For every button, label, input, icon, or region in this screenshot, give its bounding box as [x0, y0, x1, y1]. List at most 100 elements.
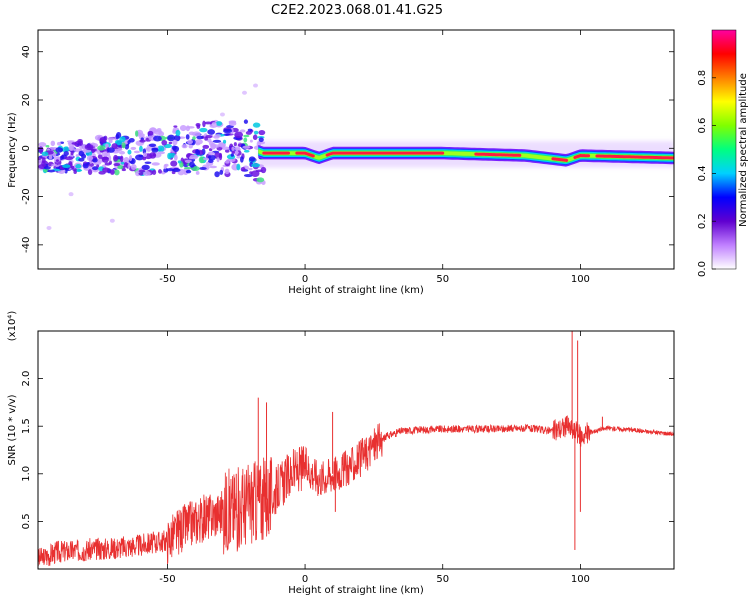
spectrogram-hot-segment: [595, 154, 674, 160]
spectrogram-cell: [149, 152, 157, 159]
spectrogram-cell: [82, 163, 89, 169]
spectrogram-cell: [75, 154, 79, 158]
spectrogram-cell: [210, 142, 217, 150]
spectrogram-cell: [45, 144, 50, 148]
spectrogram-x-tick-label: -50: [159, 274, 175, 285]
spectrogram-cell: [78, 150, 85, 157]
spectrogram-cell: [252, 122, 261, 128]
spectrogram-cell: [202, 144, 210, 149]
spectrogram-cell: [209, 165, 217, 169]
spectrogram-cell: [214, 171, 220, 178]
spectrogram-cell: [127, 140, 131, 144]
spectrogram-cell: [144, 161, 152, 165]
snr-y-tick-label: 1.5: [21, 418, 32, 434]
spectrogram-cell: [207, 154, 216, 161]
spectrogram-cell: [108, 160, 112, 165]
spectrogram-cell: [70, 165, 75, 169]
spectrogram-cell: [157, 151, 166, 155]
spectrogram-cell: [117, 148, 123, 152]
spectrogram-cell: [236, 155, 241, 159]
spectrogram-cell: [97, 154, 103, 159]
spectrogram-x-tick-label: 50: [436, 274, 449, 285]
spectrogram-hot-segment: [295, 151, 315, 158]
spectrogram-cell: [198, 156, 205, 164]
spectrogram-cell: [188, 131, 195, 136]
spectrogram-cell: [240, 166, 246, 172]
spectrogram-cell: [192, 136, 196, 140]
spectrogram-cell: [163, 167, 169, 173]
spectrogram-cell: [86, 155, 94, 162]
spectrogram-cell: [212, 139, 222, 143]
snr-frame: [37, 330, 675, 570]
spectrogram-cell: [147, 130, 154, 136]
spectrogram-cell: [236, 163, 241, 171]
spectrogram-cell: [218, 152, 222, 158]
spectrogram-cell: [243, 134, 250, 138]
spectrogram-cell: [234, 146, 241, 151]
spectrogram-cell: [38, 156, 42, 161]
spectrogram-cell: [55, 159, 59, 162]
spectrogram-cell: [138, 171, 144, 176]
spectrogram-cell: [128, 154, 133, 162]
spectrogram-cell: [153, 135, 162, 142]
spectrogram-cell: [142, 152, 148, 158]
spectrogram-cell: [243, 119, 249, 124]
spectrogram-cell: [173, 154, 178, 161]
spectrogram-cell: [245, 130, 252, 135]
spectrogram-cell: [248, 167, 253, 171]
spectrogram-cell: [204, 136, 209, 141]
spectrogram-cell: [38, 142, 47, 147]
spectrogram-cell: [239, 156, 244, 163]
spectrogram-cell: [141, 164, 150, 171]
spectrogram-cell: [127, 149, 132, 155]
spectrogram-cell: [187, 139, 193, 145]
spectrogram-hot-segment: [573, 154, 591, 159]
colorbar-tick-label: 0.6: [697, 118, 708, 134]
spectrogram-cell: [208, 159, 214, 163]
spectrogram-cell: [151, 147, 159, 151]
spectrogram-cell: [50, 140, 56, 147]
colorbar-tick-label: 0.4: [697, 165, 708, 181]
spectrogram-cell: [70, 150, 74, 156]
spectrogram-cell: [252, 134, 258, 141]
spectrogram-cell: [130, 146, 137, 150]
spectrogram-cell: [127, 163, 131, 169]
spectrogram-outlier: [219, 112, 225, 117]
spectrogram-cell: [207, 151, 215, 156]
colorbar: 0.0 0.2 0.4 0.6 0.8 Normalized spectral ampl…: [697, 29, 749, 277]
spectrogram-cell: [114, 169, 120, 176]
spectrogram-cell: [56, 156, 61, 160]
snr-x-tick-label: -50: [159, 574, 175, 585]
spectrogram-cell: [133, 150, 141, 154]
spectrogram-cell: [218, 142, 226, 148]
spectrogram-cell: [123, 162, 128, 168]
spectrogram-cell: [63, 151, 69, 157]
spectrogram-cell: [189, 161, 195, 168]
spectrogram-cell: [142, 156, 147, 161]
spectrogram-cell: [183, 166, 193, 170]
spectrogram-x-tick-label: 100: [571, 274, 590, 285]
spectrogram-cell: [177, 160, 182, 164]
spectrogram-hot-segment: [474, 152, 522, 157]
spectrogram-cell: [214, 134, 222, 138]
spectrogram-cell: [247, 128, 253, 132]
spectrogram-cell: [187, 126, 195, 129]
snr-scale-note: (x10⁴): [7, 311, 18, 342]
spectrogram-cell: [139, 145, 143, 152]
spectrogram-panel: -50 0 50 100 -40 -20 0 20 40 Height of straight…: [7, 29, 675, 296]
spectrogram-cell: [121, 168, 127, 172]
spectrogram-cell: [84, 143, 94, 151]
spectrogram-cell: [97, 145, 106, 151]
spectrogram-cell: [249, 139, 253, 143]
spectrogram-cell: [243, 137, 248, 143]
spectrogram-cell: [219, 169, 224, 175]
spectrogram-cell: [148, 143, 157, 148]
spectrogram-cell: [48, 155, 53, 160]
spectrogram-cell: [75, 164, 82, 169]
spectrogram-outlier: [46, 225, 52, 230]
spectrogram-hot-segment: [551, 157, 569, 162]
spectrogram-y-tick-label: 0: [21, 145, 32, 151]
spectrogram-cell: [255, 169, 263, 173]
spectrogram-cell: [234, 131, 244, 139]
spectrogram-cell: [145, 147, 149, 151]
